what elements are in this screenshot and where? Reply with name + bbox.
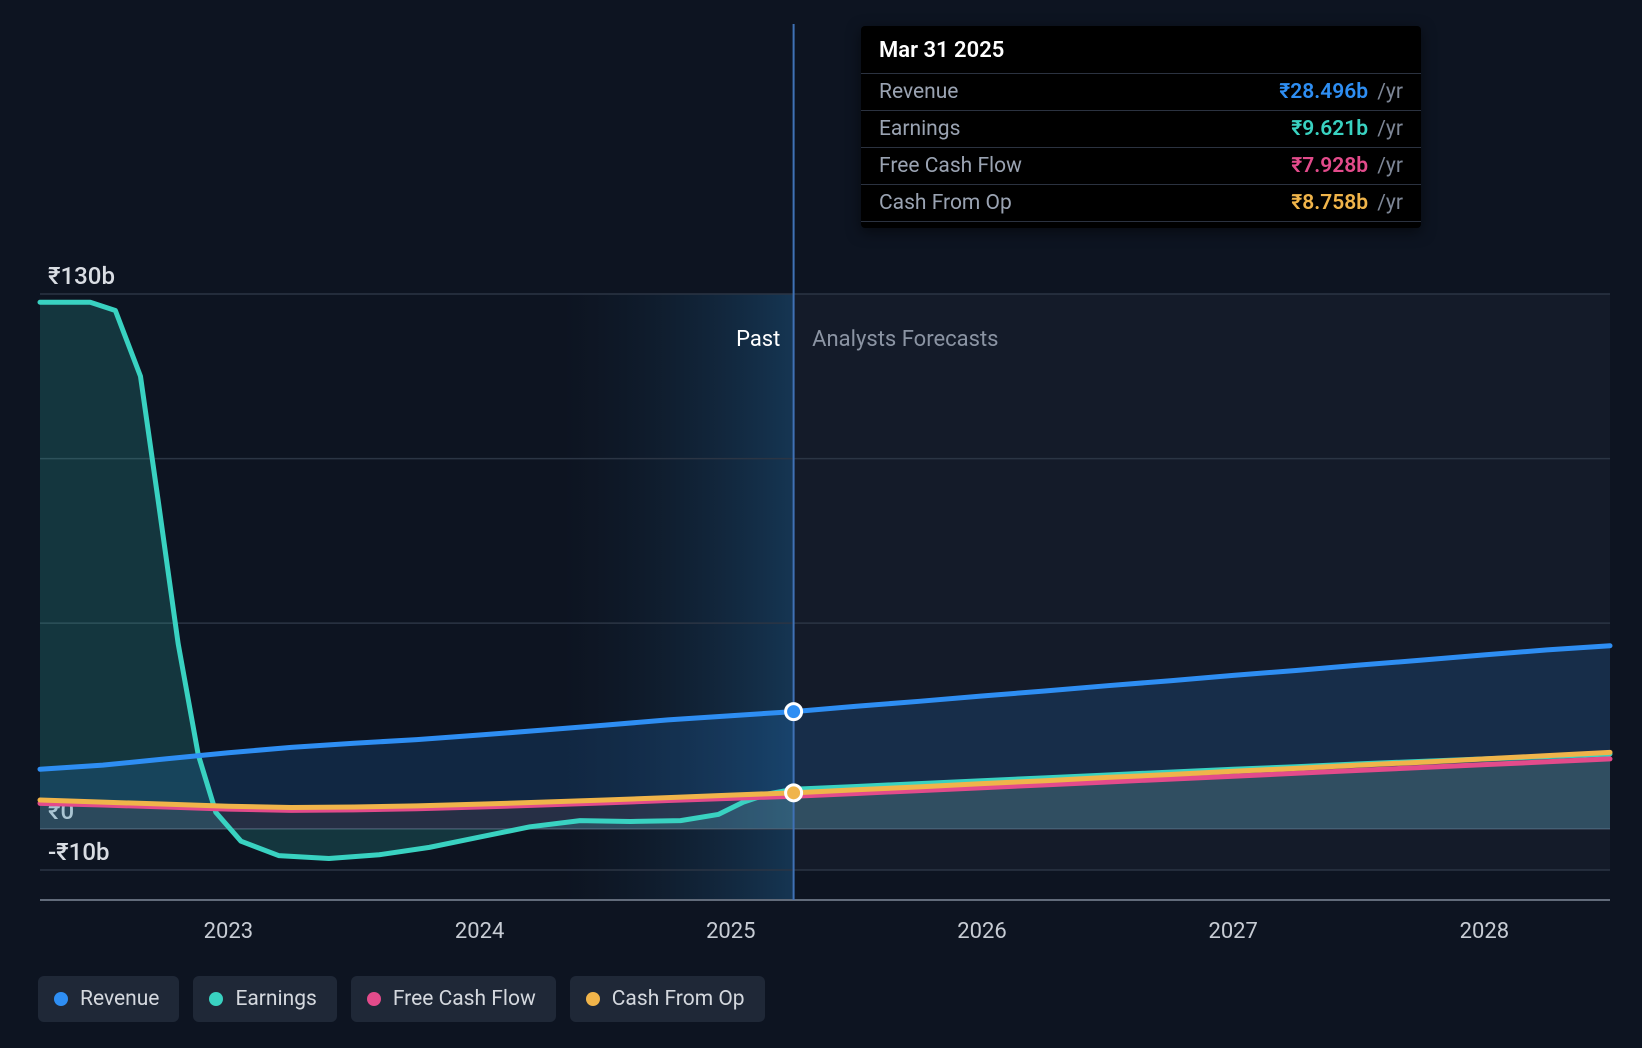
legend-dot-icon bbox=[209, 992, 223, 1006]
tooltip-row-cfo: Cash From Op ₹8.758b /yr bbox=[861, 184, 1421, 222]
legend-dot-icon bbox=[586, 992, 600, 1006]
past-region-label: Past bbox=[736, 327, 780, 352]
legend-bar: Revenue Earnings Free Cash Flow Cash From O… bbox=[38, 976, 765, 1022]
legend-dot-icon bbox=[54, 992, 68, 1006]
tooltip-row-fcf: Free Cash Flow ₹7.928b /yr bbox=[861, 147, 1421, 184]
svg-text:2026: 2026 bbox=[957, 919, 1006, 944]
tooltip-unit: /yr bbox=[1372, 154, 1403, 178]
legend-dot-icon bbox=[367, 992, 381, 1006]
tooltip-label: Free Cash Flow bbox=[879, 154, 1022, 178]
svg-text:2027: 2027 bbox=[1208, 919, 1257, 944]
tooltip-value: ₹8.758b /yr bbox=[1291, 191, 1403, 215]
financials-chart: ₹130b₹0-₹10b202320242025202620272028 Pas… bbox=[0, 0, 1642, 1048]
svg-text:2023: 2023 bbox=[204, 919, 253, 944]
tooltip-unit: /yr bbox=[1372, 80, 1403, 104]
tooltip-row-revenue: Revenue ₹28.496b /yr bbox=[861, 73, 1421, 110]
tooltip-unit: /yr bbox=[1372, 117, 1403, 141]
legend-label: Earnings bbox=[235, 987, 316, 1011]
hover-tooltip: Mar 31 2025 Revenue ₹28.496b /yr Earnings ₹… bbox=[861, 26, 1421, 228]
svg-text:2025: 2025 bbox=[706, 919, 755, 944]
legend-item-fcf[interactable]: Free Cash Flow bbox=[351, 976, 556, 1022]
legend-label: Cash From Op bbox=[612, 987, 745, 1011]
tooltip-label: Revenue bbox=[879, 80, 958, 104]
tooltip-label: Cash From Op bbox=[879, 191, 1012, 215]
tooltip-value: ₹28.496b /yr bbox=[1279, 80, 1403, 104]
tooltip-value: ₹9.621b /yr bbox=[1291, 117, 1403, 141]
tooltip-row-earnings: Earnings ₹9.621b /yr bbox=[861, 110, 1421, 147]
legend-item-cfo[interactable]: Cash From Op bbox=[570, 976, 765, 1022]
legend-label: Revenue bbox=[80, 987, 159, 1011]
tooltip-date: Mar 31 2025 bbox=[861, 36, 1421, 73]
svg-text:2028: 2028 bbox=[1460, 919, 1509, 944]
forecast-region-label: Analysts Forecasts bbox=[812, 327, 998, 352]
legend-item-revenue[interactable]: Revenue bbox=[38, 976, 179, 1022]
tooltip-label: Earnings bbox=[879, 117, 960, 141]
legend-item-earnings[interactable]: Earnings bbox=[193, 976, 336, 1022]
svg-text:₹130b: ₹130b bbox=[48, 262, 115, 290]
legend-label: Free Cash Flow bbox=[393, 987, 536, 1011]
svg-text:2024: 2024 bbox=[455, 919, 504, 944]
tooltip-unit: /yr bbox=[1372, 191, 1403, 215]
tooltip-value: ₹7.928b /yr bbox=[1291, 154, 1403, 178]
svg-text:-₹10b: -₹10b bbox=[48, 838, 109, 866]
